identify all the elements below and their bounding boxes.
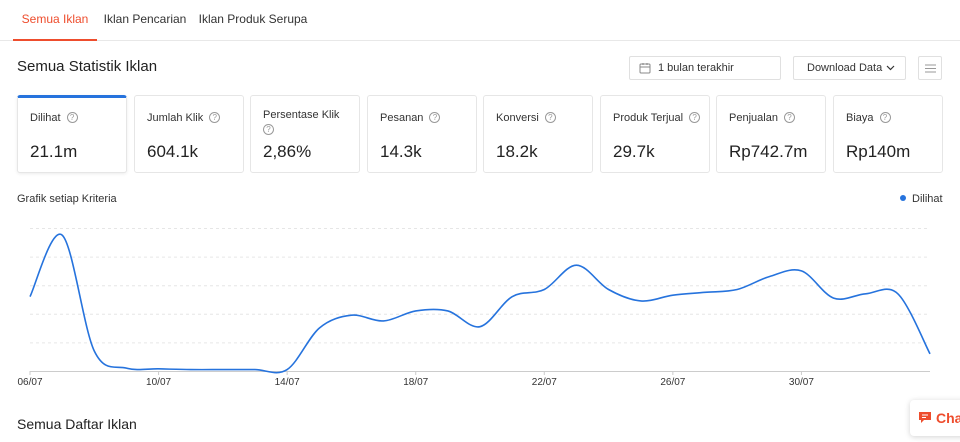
help-icon[interactable]: ? [66, 112, 78, 123]
metric-label: Biaya? [846, 112, 891, 124]
data-point-06/07[interactable] [28, 295, 32, 299]
date-range-label: 1 bulan terakhir [658, 62, 734, 74]
line-chart: 06/07 10/07 14/07 18/07 22/07 26/07 30/07 [17, 228, 932, 388]
metric-card-jumlah-klik[interactable]: Jumlah Klik? 604.1k [134, 95, 244, 173]
chart-title: Grafik setiap Kriteria [17, 193, 117, 205]
metric-label: Jumlah Klik? [147, 112, 221, 124]
help-icon[interactable]: ? [209, 112, 221, 123]
data-point-23/07[interactable] [574, 263, 578, 267]
data-point-09/07[interactable] [124, 366, 128, 370]
help-icon[interactable]: ? [689, 112, 701, 123]
data-point-10/07[interactable] [157, 367, 161, 371]
data-point-11/07[interactable] [189, 368, 193, 372]
chat-label: Chat [936, 410, 960, 426]
metric-card-persentase-klik[interactable]: Persentase Klik? 2,86% [250, 95, 360, 173]
series-line-dilihat[interactable] [29, 233, 931, 374]
help-icon[interactable]: ? [429, 112, 441, 123]
tab-iklan-produk-serupa[interactable]: Iklan Produk Serupa [198, 12, 308, 26]
chat-button[interactable]: Chat [910, 400, 960, 436]
legend-label: Dilihat [912, 193, 943, 205]
chat-bubble-icon [919, 412, 931, 423]
data-point-07/07[interactable] [60, 233, 64, 237]
metric-label: Persentase Klik? [263, 109, 340, 135]
list-menu-icon [925, 64, 936, 73]
chart-legend[interactable]: Dilihat [900, 193, 943, 205]
metric-card-penjualan[interactable]: Penjualan? Rp742.7m [716, 95, 826, 173]
data-point-21/07[interactable] [510, 295, 514, 299]
x-tick-label: 10/07 [146, 377, 171, 388]
metric-value: 29.7k [613, 142, 655, 161]
help-icon[interactable]: ? [879, 112, 891, 123]
x-tick-label: 18/07 [403, 377, 428, 388]
chevron-down-icon [886, 65, 895, 71]
tab-iklan-pencarian[interactable]: Iklan Pencarian [103, 12, 187, 26]
data-point-12/07[interactable] [221, 368, 225, 372]
ad-type-tabs: Semua Iklan Iklan Pencarian Iklan Produk… [0, 0, 960, 41]
data-point-29/07[interactable] [767, 275, 771, 279]
data-point-15/07[interactable] [317, 326, 321, 330]
data-point-28/07[interactable] [735, 287, 739, 291]
data-point-30/07[interactable] [799, 269, 803, 273]
tab-semua-iklan[interactable]: Semua Iklan [13, 0, 97, 41]
metric-label: Penjualan? [729, 112, 795, 124]
data-point-17/07[interactable] [382, 319, 386, 323]
metric-card-konversi[interactable]: Konversi? 18.2k [483, 95, 593, 173]
data-point-25/07[interactable] [639, 299, 643, 303]
metric-value: 18.2k [496, 142, 538, 161]
data-point-20/07[interactable] [478, 325, 482, 329]
metric-card-pesanan[interactable]: Pesanan? 14.3k [367, 95, 477, 173]
data-point-03/08[interactable] [928, 352, 932, 356]
help-icon[interactable]: ? [263, 124, 274, 135]
metric-value: 604.1k [147, 142, 199, 161]
metric-card-biaya[interactable]: Biaya? Rp140m [833, 95, 943, 173]
data-point-18/07[interactable] [414, 309, 418, 313]
date-range-picker[interactable]: 1 bulan terakhir [629, 56, 781, 80]
download-data-button[interactable]: Download Data [793, 56, 906, 80]
download-data-label: Download Data [807, 62, 883, 74]
data-point-27/07[interactable] [703, 290, 707, 294]
metric-value: 2,86% [263, 142, 312, 161]
stats-title: Semua Statistik Iklan [17, 58, 158, 75]
data-point-08/07[interactable] [92, 349, 96, 353]
metric-label: Produk Terjual? [613, 112, 701, 124]
help-icon[interactable]: ? [783, 112, 795, 123]
more-options-button[interactable] [918, 56, 942, 80]
ad-list-title: Semua Daftar Iklan [17, 416, 137, 432]
x-tick-label: 30/07 [789, 377, 814, 388]
data-point-19/07[interactable] [446, 309, 450, 313]
metric-value: Rp140m [846, 142, 911, 161]
metric-label: Pesanan? [380, 112, 441, 124]
x-tick-label: 26/07 [660, 377, 685, 388]
x-tick-label: 06/07 [17, 377, 42, 388]
data-point-26/07[interactable] [671, 293, 675, 297]
metric-value: Rp742.7m [729, 142, 808, 161]
calendar-icon [639, 63, 651, 74]
metric-label: Dilihat? [30, 112, 78, 124]
metric-value: 21.1m [30, 142, 78, 161]
data-point-02/08[interactable] [896, 292, 900, 296]
metric-label: Konversi? [496, 112, 556, 124]
metric-card-produk-terjual[interactable]: Produk Terjual? 29.7k [600, 95, 710, 173]
data-point-01/08[interactable] [864, 292, 868, 296]
data-point-13/07[interactable] [253, 368, 257, 372]
data-point-31/07[interactable] [832, 296, 836, 300]
data-point-22/07[interactable] [542, 287, 546, 291]
legend-dot-icon [900, 195, 906, 201]
x-tick-label: 22/07 [532, 377, 557, 388]
metric-value: 14.3k [380, 142, 422, 161]
help-icon[interactable]: ? [544, 112, 556, 123]
data-point-16/07[interactable] [349, 313, 353, 317]
x-tick-label: 14/07 [275, 377, 300, 388]
data-point-14/07[interactable] [285, 368, 289, 372]
metric-card-dilihat[interactable]: Dilihat? 21.1m [17, 95, 127, 173]
data-point-24/07[interactable] [607, 287, 611, 291]
